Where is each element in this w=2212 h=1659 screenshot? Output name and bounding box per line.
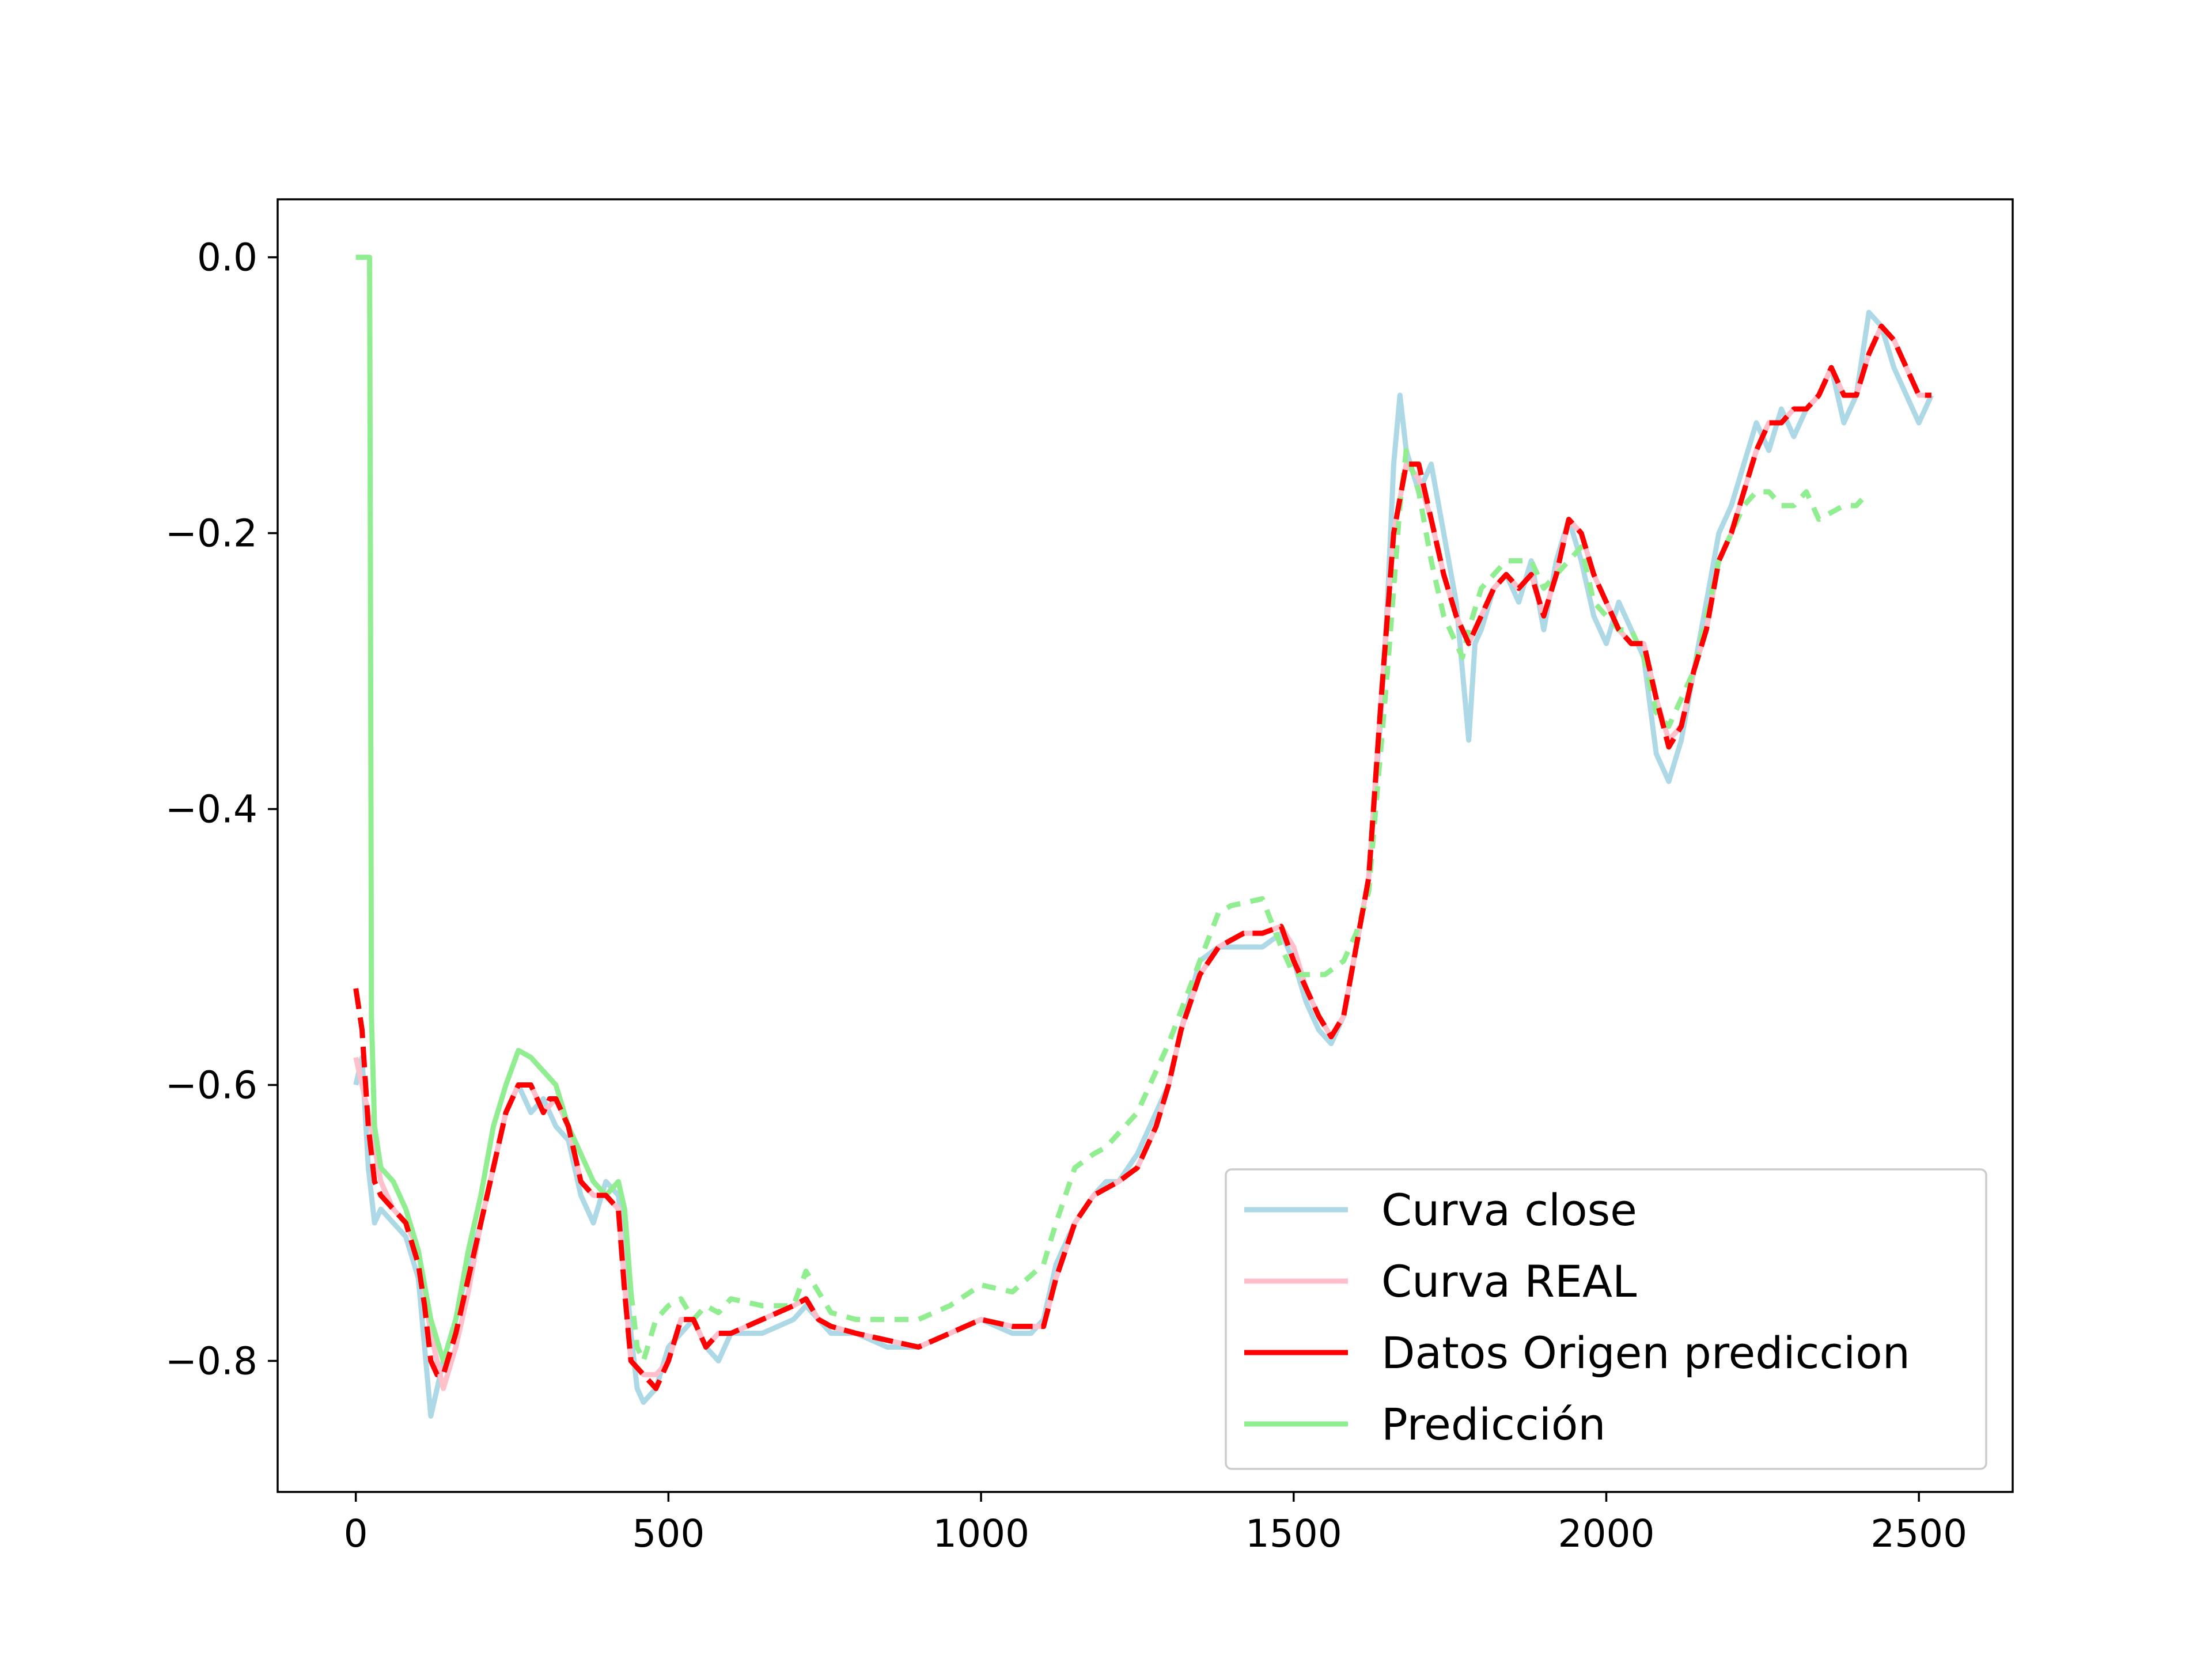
series-line-datos-origen-prediccion — [353, 323, 1931, 1391]
x-tick-label: 1000 — [933, 1512, 1029, 1556]
legend: Curva close Curva REAL Datos Origen predic… — [1225, 1168, 1987, 1470]
x-tick-label: 2500 — [1870, 1512, 1967, 1556]
y-tick-label: −0.6 — [165, 1063, 257, 1108]
series-layer — [353, 255, 1934, 1419]
y-tick-label: −0.4 — [165, 787, 257, 832]
y-tick-label: −0.8 — [165, 1339, 257, 1383]
legend-box — [1225, 1168, 1987, 1470]
series-line-prediccion-solid — [355, 255, 634, 1363]
plot-area-frame — [276, 198, 2014, 1493]
legend-label-curva-real: Curva REAL — [1381, 1256, 1637, 1307]
x-tick-label: 500 — [632, 1512, 704, 1556]
y-tick-label: −0.2 — [165, 512, 257, 556]
axes-layer: 0 500 1000 1500 2000 2500 0.0 −0.2 −0.4 −0.6 −0.8 — [165, 236, 1967, 1556]
x-tick-label: 0 — [344, 1512, 368, 1556]
legend-label-curva-close: Curva close — [1381, 1184, 1637, 1236]
x-tick-label: 1500 — [1245, 1512, 1342, 1556]
x-tick-label: 2000 — [1558, 1512, 1655, 1556]
y-tick-label: 0.0 — [197, 236, 257, 280]
legend-label-datos-origen-prediccion: Datos Origen prediccion — [1381, 1327, 1910, 1378]
legend-label-prediccion: Predicción — [1381, 1399, 1606, 1450]
